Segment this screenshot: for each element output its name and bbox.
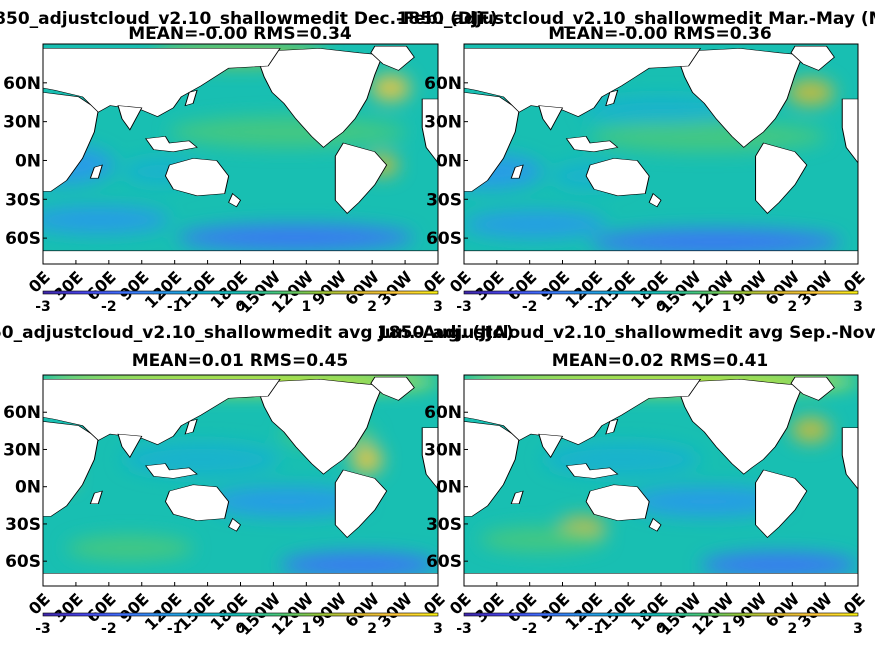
colorbar-tick-label: -1 [167, 621, 183, 637]
colorbar-tick-label: 3 [853, 299, 863, 315]
y-tick-label: 30S [5, 190, 41, 210]
y-tick-label: 0N [436, 478, 462, 498]
colorbar-tick-label: 0 [656, 299, 666, 315]
y-tick-label: 0N [436, 151, 462, 171]
colorbar-tick-label: -1 [588, 621, 604, 637]
x-tick-label: 30W [374, 267, 416, 309]
colorbar-tick-label: 0 [236, 299, 246, 315]
colorbar-tick-label: 3 [853, 621, 863, 637]
y-tick-label: 30N [3, 440, 41, 460]
y-tick-label: 60N [424, 74, 462, 94]
colorbar-tick-label: 0 [656, 621, 666, 637]
y-tick-label: 60S [5, 552, 41, 572]
colorbar [463, 612, 859, 617]
colorbar-tick-label: -2 [522, 621, 538, 637]
x-tick-label: 90W [729, 267, 771, 309]
colorbar-tick-label: 1 [722, 299, 732, 315]
colorbar-tick-label: -3 [35, 299, 51, 315]
panel-stats: MEAN=0.01 RMS=0.45 [132, 351, 348, 371]
y-tick-label: 60N [3, 403, 41, 423]
colorbar-tick-label: -3 [456, 299, 472, 315]
colorbar-tick-label: 1 [301, 299, 311, 315]
colorbar-tick-label: -2 [522, 299, 538, 315]
y-tick-label: 30N [424, 113, 462, 133]
panel-title: 1850_adjustcloud_v2.10_shallowmedit Dec.… [0, 9, 498, 29]
y-tick-label: 60N [424, 403, 462, 423]
x-tick-label: 30E [50, 267, 87, 304]
colorbar-tick-label: -3 [35, 621, 51, 637]
colorbar-tick-label: 3 [433, 621, 443, 637]
colorbar-tick-label: -2 [101, 621, 117, 637]
panel-stats: MEAN=0.02 RMS=0.41 [552, 351, 768, 371]
panel-stats: MEAN=-0.00 RMS=0.36 [548, 24, 772, 44]
x-tick-label: 30W [794, 589, 836, 631]
colorbar-tick-label: -2 [101, 299, 117, 315]
colorbar-tick-label: -3 [456, 621, 472, 637]
colorbar-tick-label: 3 [433, 299, 443, 315]
colorbar-tick-label: -1 [588, 299, 604, 315]
x-tick-label: 30E [471, 589, 508, 626]
colorbar-tick-label: 0 [236, 621, 246, 637]
y-tick-label: 60N [3, 74, 41, 94]
colorbar-tick-label: 2 [787, 621, 797, 637]
x-tick-label: 30E [471, 267, 508, 304]
anomaly-field [464, 375, 858, 578]
y-tick-label: 0N [15, 478, 41, 498]
panel-title: 1850_adjustcloud_v2.10_shallowmedit Mar.… [397, 9, 875, 29]
x-tick-label: 30W [794, 267, 836, 309]
colorbar-tick-label: 2 [367, 621, 377, 637]
colorbar-tick-label: 2 [367, 299, 377, 315]
colorbar-tick-label: 1 [722, 621, 732, 637]
colorbar [463, 290, 859, 295]
y-tick-label: 30S [426, 190, 462, 210]
panel-title: 1850_adjustcloud_v2.10_shallowmedit avg … [0, 323, 514, 343]
x-tick-label: 90W [308, 589, 350, 631]
y-tick-label: 60S [426, 229, 462, 249]
panel-title: 1850_adjustcloud_v2.10_shallowmedit avg … [377, 323, 875, 343]
map-panel-1: 1850_adjustcloud_v2.10_shallowmedit Dec.… [0, 9, 498, 317]
map-panel-4: 1850_adjustcloud_v2.10_shallowmedit avg … [377, 323, 875, 639]
x-tick-label: 30W [374, 589, 416, 631]
colorbar [42, 290, 439, 295]
x-tick-label: 90W [729, 589, 771, 631]
y-tick-label: 0N [15, 151, 41, 171]
y-tick-label: 30S [5, 515, 41, 535]
colorbar [42, 612, 439, 617]
colorbar-tick-label: -1 [167, 299, 183, 315]
y-tick-label: 60S [426, 552, 462, 572]
map-panel-2: 1850_adjustcloud_v2.10_shallowmedit Mar.… [397, 9, 875, 317]
x-tick-label: 90W [308, 267, 350, 309]
y-tick-label: 30N [424, 440, 462, 460]
panel-stats: MEAN=-0.00 RMS=0.34 [128, 24, 352, 44]
colorbar-tick-label: 1 [301, 621, 311, 637]
y-tick-label: 30N [3, 113, 41, 133]
y-tick-label: 60S [5, 229, 41, 249]
y-tick-label: 30S [426, 515, 462, 535]
x-tick-label: 30E [50, 589, 87, 626]
colorbar-tick-label: 2 [787, 299, 797, 315]
